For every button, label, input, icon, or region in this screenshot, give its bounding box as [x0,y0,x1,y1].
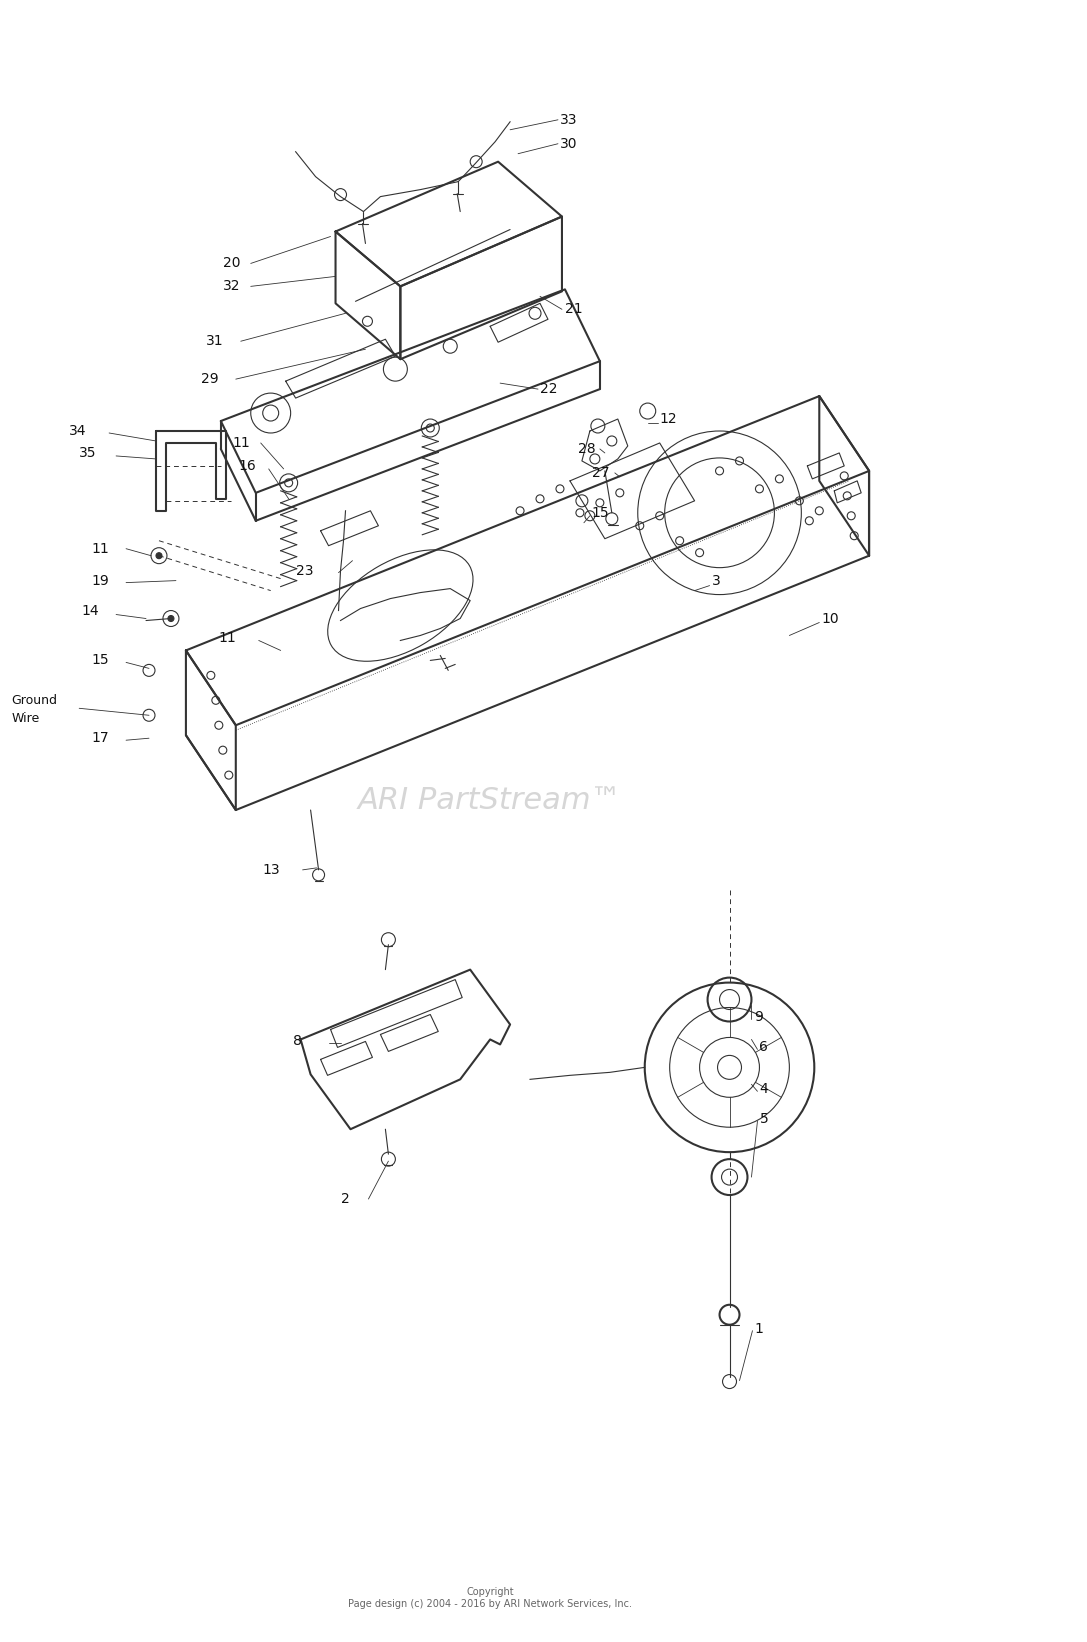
Text: 11: 11 [233,437,250,450]
Text: 34: 34 [70,424,87,438]
Text: 3: 3 [712,573,721,588]
Text: 8: 8 [292,1034,301,1049]
Text: 11: 11 [218,632,237,645]
Text: ARI PartStream™: ARI PartStream™ [358,785,622,814]
Text: 13: 13 [263,864,280,877]
Circle shape [157,553,162,558]
Text: 21: 21 [565,302,583,317]
Text: 5: 5 [760,1112,769,1126]
Text: 31: 31 [205,335,224,348]
Text: 2: 2 [340,1192,349,1205]
Text: 23: 23 [296,563,313,578]
Text: 22: 22 [540,383,558,396]
Text: 35: 35 [79,447,97,460]
Text: 14: 14 [82,604,99,617]
Circle shape [168,616,174,622]
Text: 29: 29 [201,373,218,386]
Text: 17: 17 [91,731,109,745]
Text: 15: 15 [91,654,109,667]
Text: 6: 6 [760,1041,769,1054]
Text: 10: 10 [822,611,839,626]
Text: Copyright
Page design (c) 2004 - 2016 by ARI Network Services, Inc.: Copyright Page design (c) 2004 - 2016 by… [348,1588,633,1609]
Text: 28: 28 [578,442,596,456]
Text: 15: 15 [592,506,610,521]
Text: 1: 1 [754,1322,763,1335]
Text: 16: 16 [239,458,257,473]
Text: 4: 4 [760,1082,769,1097]
Text: Ground: Ground [11,695,58,706]
Text: 12: 12 [660,412,677,425]
Text: 33: 33 [560,113,577,126]
Text: 11: 11 [91,542,109,555]
Text: 19: 19 [91,573,109,588]
Text: 27: 27 [592,466,610,479]
Text: 9: 9 [754,1010,763,1025]
Text: Wire: Wire [11,711,39,724]
Text: 32: 32 [223,279,240,294]
Text: 20: 20 [223,256,240,271]
Text: 30: 30 [560,136,577,151]
